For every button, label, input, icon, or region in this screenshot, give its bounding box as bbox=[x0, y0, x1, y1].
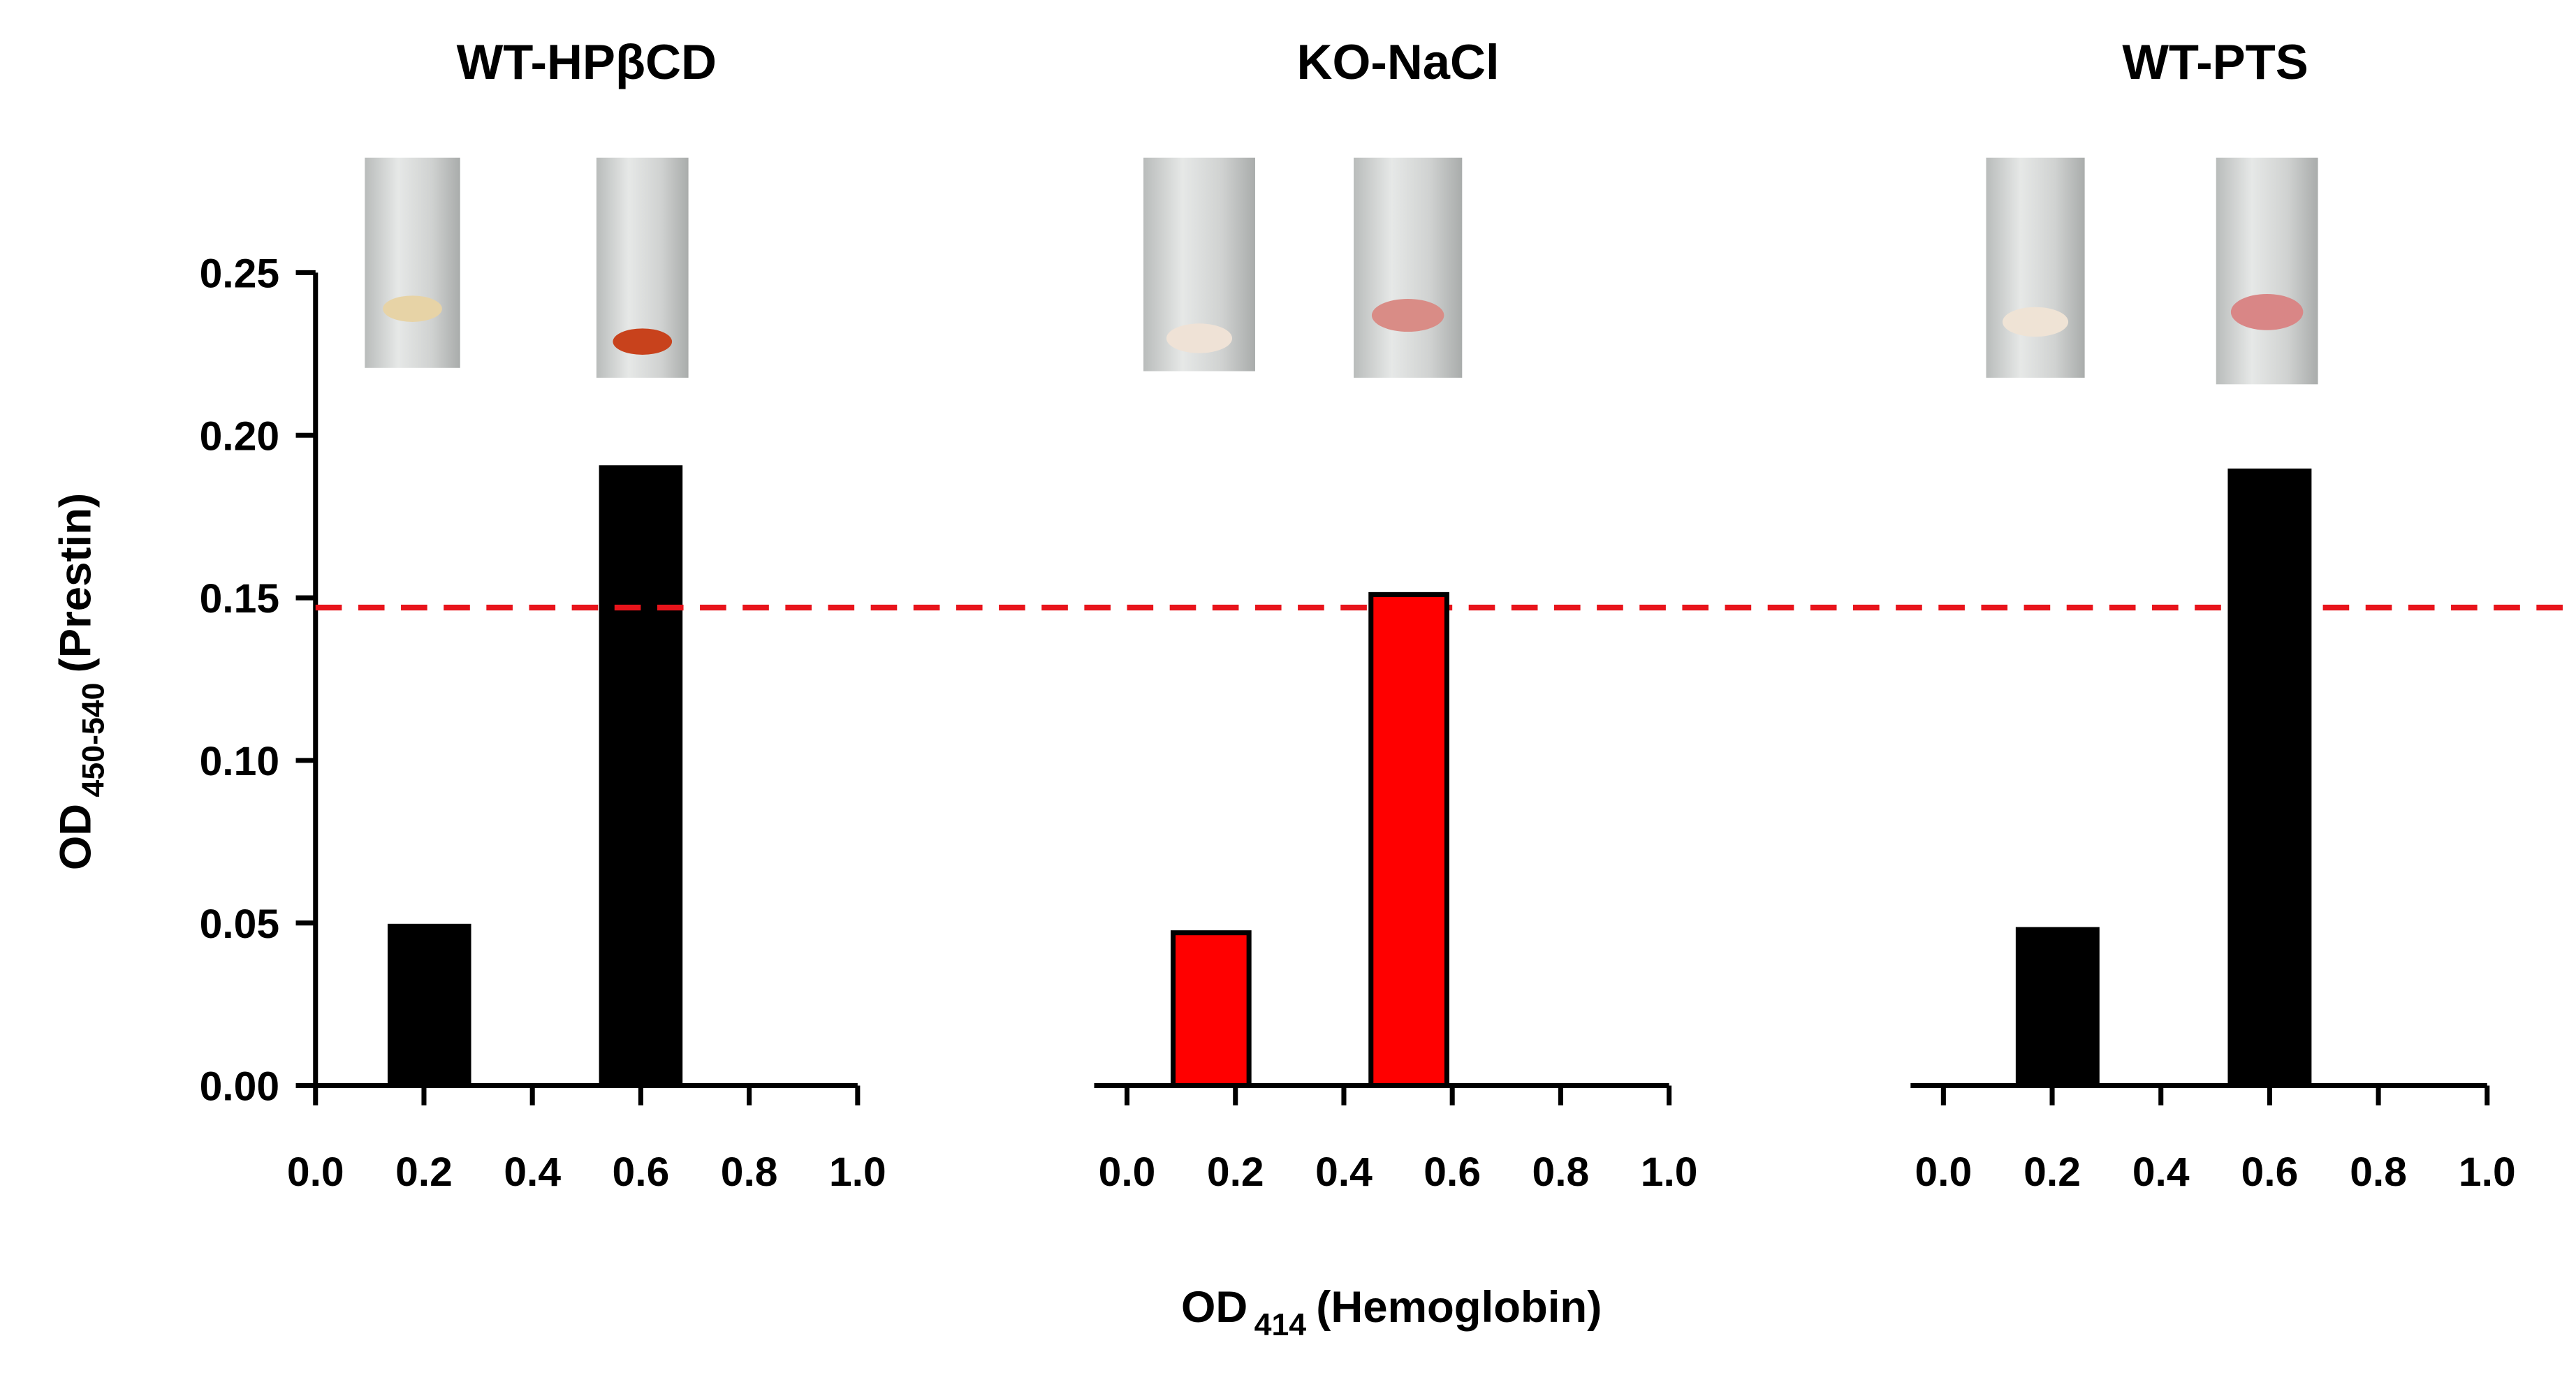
axis-label-sub: 450-540 bbox=[76, 682, 110, 797]
x-tick-label: 0.6 bbox=[1424, 1149, 1481, 1195]
y-tick-label: 0.15 bbox=[200, 576, 279, 622]
chart-title: KO-NaCl bbox=[1297, 34, 1500, 89]
axis-label-sub: 414 bbox=[1254, 1308, 1307, 1342]
bar bbox=[1368, 592, 1449, 1089]
x-tick-label: 1.0 bbox=[2459, 1149, 2516, 1195]
bar bbox=[599, 465, 683, 1089]
axis-label-main: OD bbox=[52, 804, 101, 870]
x-tick-label: 0.0 bbox=[287, 1149, 344, 1195]
bar bbox=[2015, 927, 2100, 1089]
bar bbox=[1170, 930, 1252, 1089]
axis-label-main: OD bbox=[1181, 1283, 1247, 1332]
x-tick-label: 1.0 bbox=[1641, 1149, 1698, 1195]
x-tick-label: 0.8 bbox=[721, 1149, 778, 1195]
axis-label-rest: (Hemoglobin) bbox=[1316, 1283, 1602, 1332]
x-tick-label: 0.8 bbox=[1532, 1149, 1590, 1195]
x-tick-label: 0.2 bbox=[395, 1149, 453, 1195]
tube-photos bbox=[365, 157, 2318, 385]
x-tick-label: 1.0 bbox=[829, 1149, 886, 1195]
axis-label-rest: (Prestin) bbox=[52, 493, 101, 673]
x-tick-label: 0.8 bbox=[2350, 1149, 2407, 1195]
bar bbox=[2227, 468, 2312, 1089]
x-tick-label: 0.0 bbox=[1099, 1149, 1156, 1195]
x-tick-label: 0.6 bbox=[2241, 1149, 2299, 1195]
x-tick-label: 0.4 bbox=[504, 1149, 561, 1195]
x-tick-label: 0.4 bbox=[2132, 1149, 2190, 1195]
x-tick-label: 0.2 bbox=[2024, 1149, 2081, 1195]
y-tick-label: 0.05 bbox=[200, 902, 279, 947]
chart-title: WT-HPβCD bbox=[457, 34, 717, 89]
x-tick-label: 0.0 bbox=[1915, 1149, 1972, 1195]
y-tick-label: 0.20 bbox=[200, 413, 279, 459]
bar bbox=[387, 923, 471, 1089]
chart-title: WT-PTS bbox=[2122, 34, 2308, 89]
x-tick-label: 0.2 bbox=[1207, 1149, 1264, 1195]
axis-label: OD 450-540 (Prestin) bbox=[52, 493, 111, 870]
x-tick-label: 0.6 bbox=[613, 1149, 670, 1195]
y-tick-label: 0.25 bbox=[200, 251, 279, 297]
axis-label: OD 414 (Hemoglobin) bbox=[1181, 1283, 1602, 1342]
y-tick-label: 0.10 bbox=[200, 739, 279, 784]
x-tick-label: 0.4 bbox=[1315, 1149, 1373, 1195]
y-tick-label: 0.00 bbox=[200, 1064, 279, 1110]
